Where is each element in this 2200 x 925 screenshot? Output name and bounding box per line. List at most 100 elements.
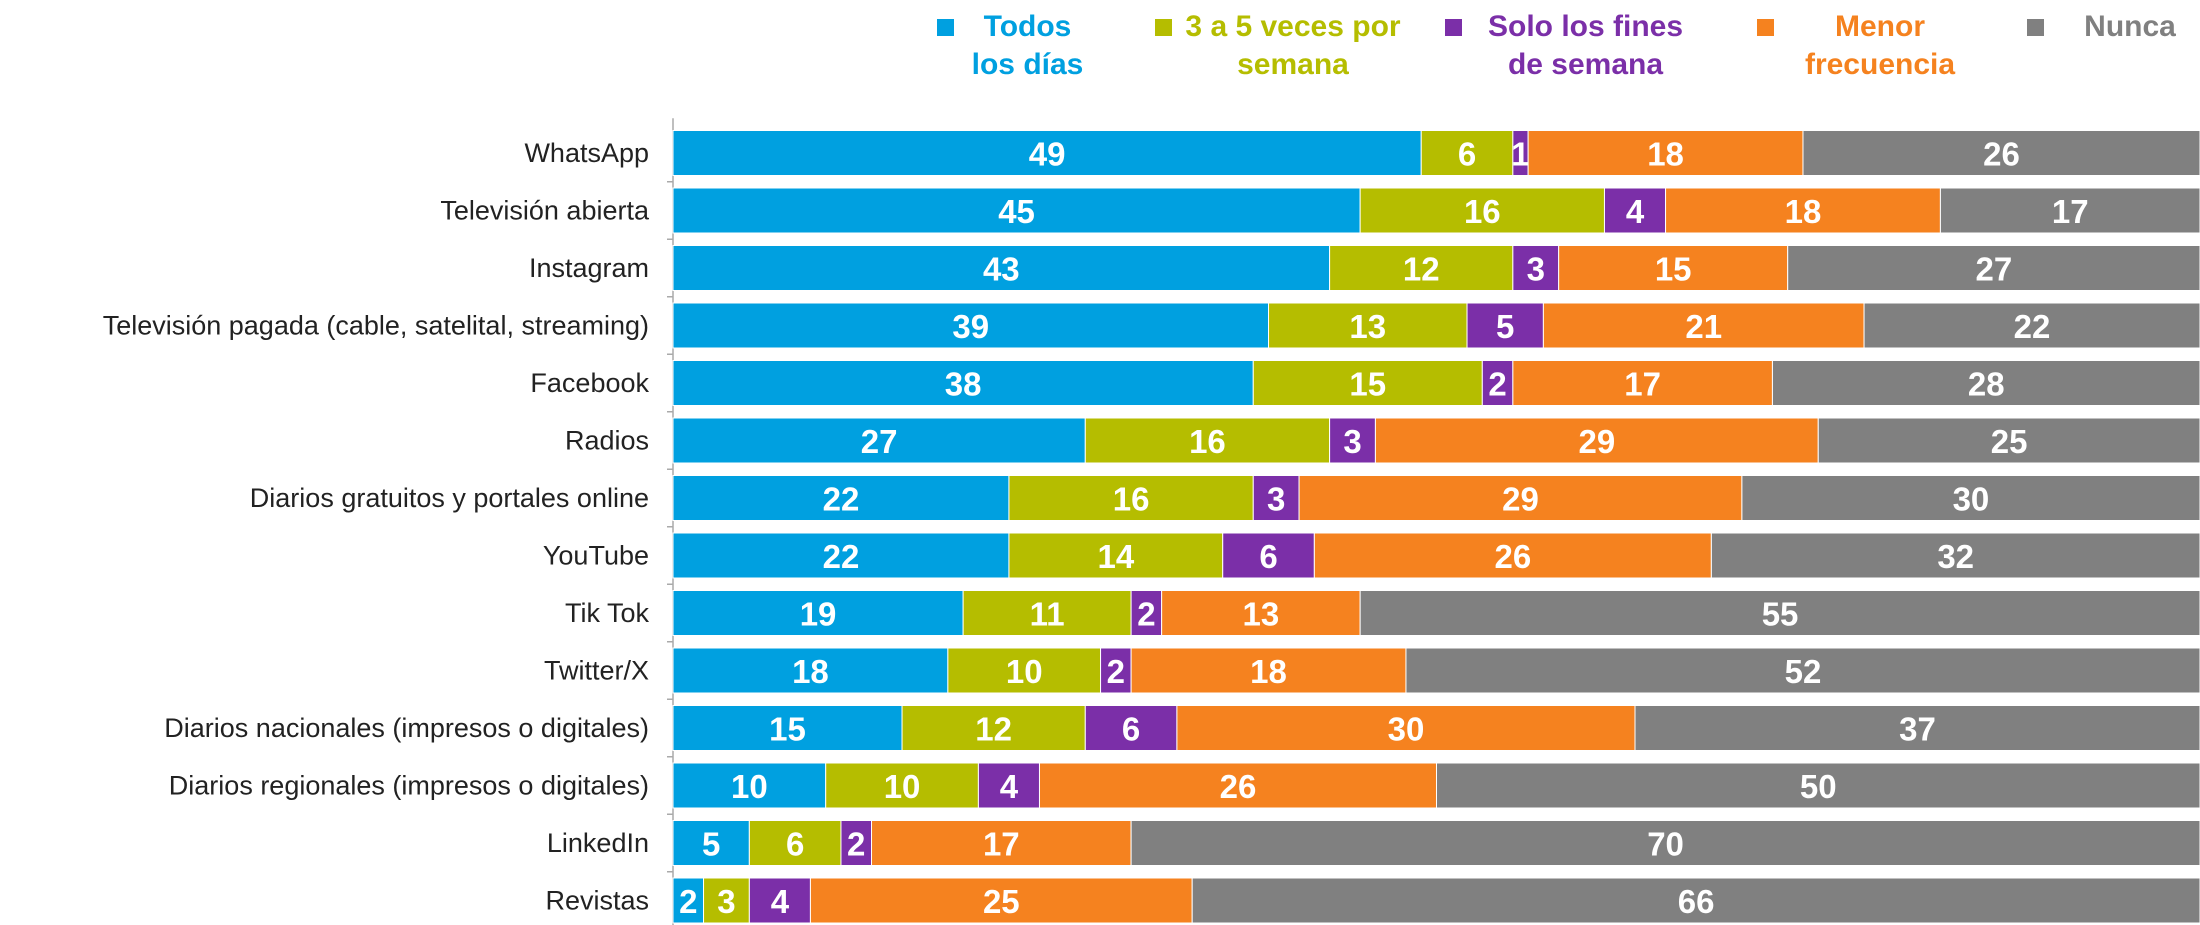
legend-item: Menor frecuencia <box>1757 8 1980 84</box>
value-label: 3 <box>1267 481 1285 518</box>
value-label: 52 <box>1785 653 1822 690</box>
value-label: 18 <box>1647 136 1684 173</box>
value-label: 2 <box>1488 366 1506 403</box>
value-label: 17 <box>1624 366 1661 403</box>
bar-segment <box>672 705 903 751</box>
legend-label: Menor frecuencia <box>1804 10 1956 81</box>
bar-segment <box>1817 417 2200 464</box>
bar-segment <box>1512 245 1560 291</box>
bar-segment <box>1436 762 2200 809</box>
value-label: 4 <box>1000 768 1019 805</box>
value-label: 38 <box>945 366 982 403</box>
bar-segment <box>1329 417 1376 464</box>
bar-segment <box>1603 187 1667 234</box>
value-label: 14 <box>1097 538 1134 575</box>
legend-item: Solo los fines de semana <box>1445 8 1703 84</box>
bar-segment <box>672 532 1010 579</box>
bar-segment <box>1466 302 1544 349</box>
bar-segment <box>1329 245 1514 291</box>
value-label: 18 <box>1785 193 1822 230</box>
category-label: Revistas <box>545 886 649 916</box>
value-label: 11 <box>1030 596 1065 633</box>
bar-segment <box>1665 187 1941 234</box>
value-label: 17 <box>2052 193 2089 230</box>
legend-item: Todos los días <box>937 8 1095 84</box>
value-label: 25 <box>1991 423 2028 460</box>
category-label: LinkedIn <box>547 828 649 858</box>
bar-segment <box>1558 245 1789 291</box>
value-label: 15 <box>1655 251 1692 288</box>
value-label: 10 <box>1006 653 1043 690</box>
value-label: 13 <box>1349 308 1386 345</box>
bar-segment <box>672 647 949 694</box>
value-label: 2 <box>847 826 865 863</box>
value-label: 29 <box>1578 423 1615 460</box>
value-label: 15 <box>769 711 806 748</box>
value-label: 18 <box>792 653 829 690</box>
legend-label: Todos los días <box>971 10 1084 81</box>
value-label: 30 <box>1388 711 1425 748</box>
value-label: 26 <box>1983 136 2020 173</box>
bar-segment <box>1130 647 1407 694</box>
value-label: 5 <box>1496 308 1514 345</box>
value-label: 3 <box>717 883 735 920</box>
value-label: 17 <box>983 826 1020 863</box>
bar-segment <box>840 820 873 866</box>
bar-segment <box>1130 590 1163 636</box>
bar-segment <box>1313 532 1712 579</box>
value-label: 2 <box>1107 653 1125 690</box>
value-label: 6 <box>1458 136 1476 173</box>
value-label: 29 <box>1502 481 1539 518</box>
bar-segment <box>672 245 1331 291</box>
bar-segment <box>672 762 827 809</box>
bar-segment <box>825 762 979 809</box>
category-label: Diarios nacionales (impresos o digitales… <box>164 713 649 743</box>
category-label: Radios <box>565 426 649 456</box>
bar-segment <box>1268 302 1468 349</box>
bar-segment <box>1787 245 2200 291</box>
value-label: 1 <box>1511 136 1529 173</box>
value-label: 15 <box>1349 366 1386 403</box>
value-label: 27 <box>1975 251 2012 288</box>
value-label: 19 <box>800 596 837 633</box>
bar-segment <box>703 877 750 924</box>
legend-label: Solo los fines de semana <box>1487 10 1684 81</box>
bar-segment <box>1542 302 1865 349</box>
category-label: Twitter/X <box>544 656 649 686</box>
value-label: 37 <box>1899 711 1936 748</box>
value-label: 27 <box>861 423 898 460</box>
bar-segment <box>1359 187 1605 234</box>
value-label: 30 <box>1953 481 1990 518</box>
bar-segment <box>672 302 1270 349</box>
value-label: 22 <box>823 481 860 518</box>
bar-segment <box>1161 590 1361 636</box>
value-label: 6 <box>786 826 804 863</box>
bar-segment <box>1710 532 2200 579</box>
value-label: 22 <box>823 538 860 575</box>
bar-segment <box>1130 820 2200 866</box>
category-label: Diarios regionales (impresos o digitales… <box>169 771 649 801</box>
value-label: 55 <box>1762 596 1799 633</box>
bar-segment <box>1008 532 1224 579</box>
category-label: Televisión abierta <box>440 196 650 226</box>
legend-swatch <box>937 19 954 36</box>
legend-swatch <box>1757 19 1774 36</box>
category-label: Facebook <box>530 368 649 398</box>
value-label: 10 <box>731 768 768 805</box>
value-label: 70 <box>1647 826 1684 863</box>
bar-segment <box>672 475 1010 521</box>
bar-segment <box>672 417 1086 464</box>
category-label: Televisión pagada (cable, satelital, str… <box>103 311 649 341</box>
bar-segment <box>1100 647 1132 694</box>
value-label: 3 <box>1343 423 1361 460</box>
bar-segment <box>1252 475 1300 521</box>
bar-segment <box>1939 187 2200 234</box>
bar-segment <box>1359 590 2200 636</box>
value-label: 16 <box>1464 193 1501 230</box>
bar-segment <box>1420 130 1514 176</box>
bar-segment <box>1512 360 1773 406</box>
category-label: Instagram <box>529 253 649 283</box>
value-label: 22 <box>2014 308 2051 345</box>
